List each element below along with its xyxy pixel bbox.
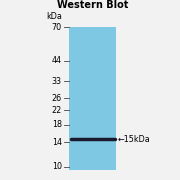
Text: Western Blot: Western Blot bbox=[57, 1, 128, 10]
Text: 14: 14 bbox=[52, 138, 62, 147]
Text: 26: 26 bbox=[52, 94, 62, 103]
Text: 22: 22 bbox=[51, 106, 62, 115]
FancyBboxPatch shape bbox=[69, 27, 116, 170]
Text: ←15kDa: ←15kDa bbox=[117, 134, 150, 143]
Text: kDa: kDa bbox=[46, 12, 62, 21]
Text: 70: 70 bbox=[52, 23, 62, 32]
Text: 18: 18 bbox=[52, 120, 62, 129]
Text: 10: 10 bbox=[52, 162, 62, 171]
Text: 33: 33 bbox=[52, 77, 62, 86]
Text: 44: 44 bbox=[52, 56, 62, 65]
